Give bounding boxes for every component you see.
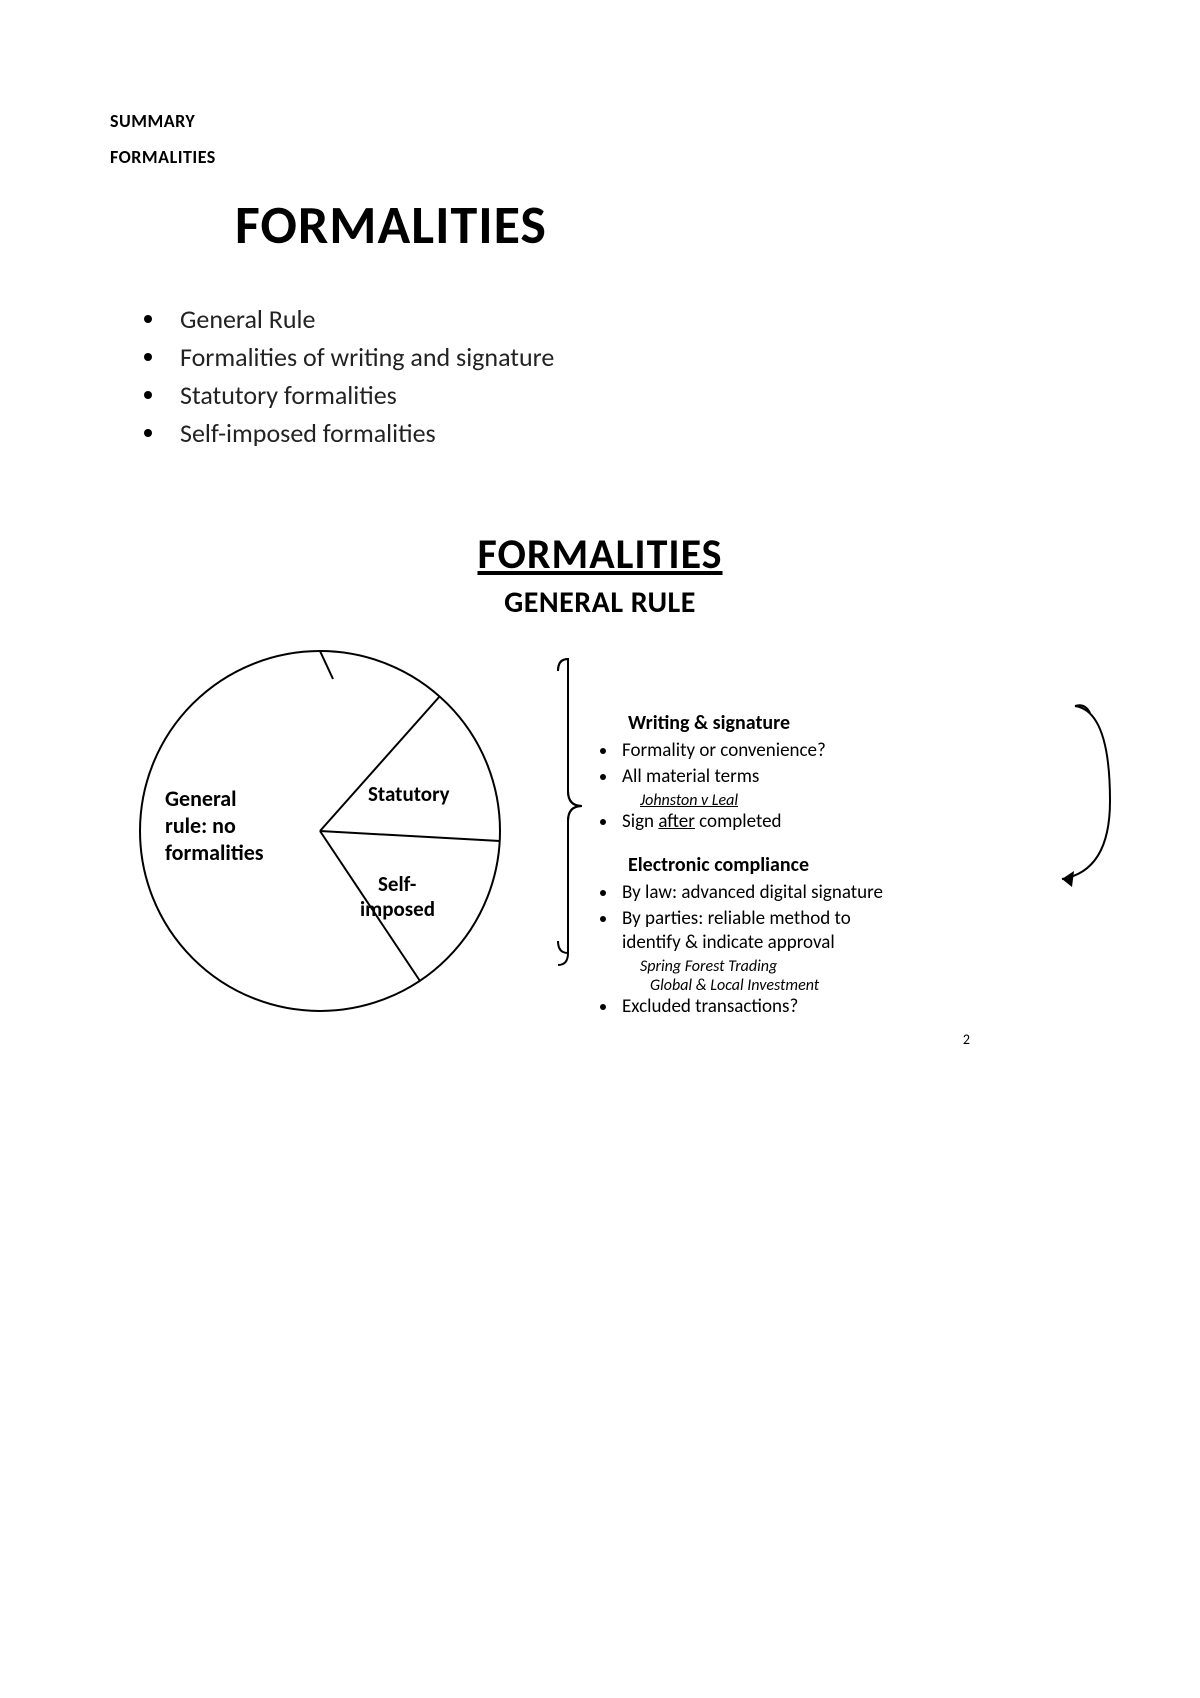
diagram-row: General rule: no formalities Statutory S…	[110, 641, 1090, 1041]
pie-line	[320, 696, 440, 831]
pie-label-statutory: Statutory	[368, 781, 450, 807]
toc-item: Self-imposed formalities	[140, 417, 1090, 449]
list-text: All material terms	[622, 765, 1090, 789]
page: SUMMARY FORMALITIES FORMALITIES General …	[0, 0, 1200, 1041]
arrow-head-icon	[1062, 871, 1074, 887]
arrow-path	[1062, 706, 1110, 879]
bullet-icon	[600, 916, 606, 922]
detail-text: Writing & signature Formality or conveni…	[590, 641, 1090, 1020]
toc-text: Formalities of writing and signature	[180, 341, 554, 373]
list-text: Excluded transactions?	[622, 995, 1090, 1019]
list-text: Sign after completed	[622, 810, 1090, 834]
brace-svg	[550, 641, 590, 981]
bullet-icon	[144, 315, 152, 323]
pie-svg: General rule: no formalities Statutory S…	[110, 641, 550, 1041]
toc-text: Self-imposed formalities	[180, 417, 436, 449]
pie-label-general: General	[165, 785, 237, 812]
list-item: All material terms	[590, 765, 1090, 789]
list-item: Excluded transactions?	[590, 995, 1090, 1019]
table-of-contents: General Rule Formalities of writing and …	[140, 303, 1090, 449]
section-subtitle: GENERAL RULE	[110, 584, 1090, 621]
toc-item: Statutory formalities	[140, 379, 1090, 411]
list-text: By parties: reliable method toidentify &…	[622, 907, 1090, 955]
case-citation: Johnston v Leal	[640, 791, 1090, 810]
toc-text: General Rule	[180, 303, 315, 335]
brace	[550, 641, 590, 961]
bullet-icon	[600, 890, 606, 896]
toc-item: Formalities of writing and signature	[140, 341, 1090, 373]
arrow-svg	[1040, 701, 1120, 901]
pie-line	[320, 831, 500, 841]
case-citation: Spring Forest Trading	[640, 957, 1090, 976]
list-item: Sign after completed	[590, 810, 1090, 834]
pie-label-general: rule: no	[165, 812, 236, 839]
electronic-compliance-heading: Electronic compliance	[628, 853, 1090, 877]
list-item: By law: advanced digital signature	[590, 881, 1090, 905]
bullet-icon	[144, 429, 152, 437]
case-citation: Global & Local Investment	[650, 976, 1090, 995]
bullet-icon	[600, 819, 606, 825]
bullet-icon	[600, 774, 606, 780]
writing-signature-heading: Writing & signature	[628, 711, 1090, 735]
toc-text: Statutory formalities	[180, 379, 397, 411]
header-summary: SUMMARY	[110, 110, 1090, 132]
brace-path-top	[558, 659, 582, 806]
pie-label-selfimposed: imposed	[360, 896, 435, 922]
list-item: By parties: reliable method toidentify &…	[590, 907, 1090, 955]
bullet-icon	[600, 1004, 606, 1010]
list-text: Formality or convenience?	[622, 739, 1090, 763]
bullet-icon	[144, 391, 152, 399]
pie-label-general: formalities	[165, 839, 264, 866]
bullet-icon	[600, 748, 606, 754]
list-text: By law: advanced digital signature	[622, 881, 1090, 905]
section-title: FORMALITIES	[110, 529, 1090, 580]
bullet-icon	[144, 353, 152, 361]
toc-item: General Rule	[140, 303, 1090, 335]
brace-path-bot	[558, 806, 582, 965]
page-number: 2	[963, 1031, 970, 1048]
list-item: Formality or convenience?	[590, 739, 1090, 763]
header-formalities: FORMALITIES	[110, 146, 1090, 168]
pie-label-selfimposed: Self-	[378, 871, 416, 897]
pie-diagram: General rule: no formalities Statutory S…	[110, 641, 550, 1041]
pie-tick	[320, 651, 333, 679]
main-title: FORMALITIES	[235, 192, 1090, 258]
